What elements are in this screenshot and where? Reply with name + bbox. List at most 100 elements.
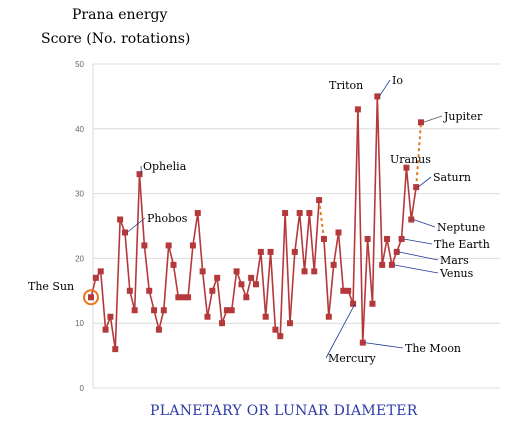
data-point bbox=[306, 210, 313, 217]
series-line-segment bbox=[196, 212, 204, 272]
data-point bbox=[214, 274, 221, 281]
y-tick-label: 40 bbox=[75, 125, 84, 134]
data-point bbox=[301, 268, 308, 275]
series-line-segment bbox=[289, 251, 296, 324]
series-line-segment bbox=[279, 213, 286, 337]
annotation-label: Mars bbox=[440, 254, 469, 267]
series-line-segment bbox=[410, 187, 417, 220]
series-line-segment bbox=[245, 277, 252, 298]
data-point bbox=[102, 326, 109, 333]
series-line-segment bbox=[172, 264, 180, 298]
data-point bbox=[364, 235, 371, 242]
data-point bbox=[311, 268, 318, 275]
data-point bbox=[189, 242, 196, 249]
series-line-segment bbox=[269, 251, 277, 330]
annotation-label: Io bbox=[392, 74, 403, 87]
data-point bbox=[403, 164, 410, 171]
annotation-label: Saturn bbox=[433, 171, 471, 184]
data-point bbox=[238, 281, 245, 288]
series-line-segment bbox=[192, 212, 199, 246]
data-point bbox=[88, 294, 94, 301]
series-line-segment bbox=[400, 167, 408, 240]
x-axis-label: PLANETARY OR LUNAR DIAMETER bbox=[150, 403, 418, 419]
data-point bbox=[170, 261, 177, 268]
series-line-segment bbox=[337, 232, 345, 291]
data-point bbox=[369, 300, 376, 307]
annotation-leader bbox=[398, 251, 439, 261]
chart-title-line-1: Prana energy bbox=[72, 7, 168, 23]
data-point bbox=[92, 274, 99, 281]
series-line-segment bbox=[153, 310, 160, 330]
data-point bbox=[233, 268, 240, 275]
data-point bbox=[204, 313, 211, 320]
data-point bbox=[112, 346, 119, 353]
annotation-leader bbox=[325, 303, 356, 359]
series-line-segment bbox=[133, 174, 141, 311]
data-point bbox=[185, 294, 192, 301]
data-point bbox=[146, 287, 153, 294]
data-point bbox=[136, 171, 143, 178]
data-point bbox=[180, 294, 187, 301]
data-point bbox=[243, 294, 250, 301]
series-line-segment bbox=[114, 219, 121, 350]
data-point bbox=[272, 326, 279, 333]
sun-highlight-ring bbox=[83, 289, 99, 306]
series-line-segment bbox=[318, 199, 325, 240]
annotation-label: The Earth bbox=[434, 238, 490, 251]
data-point bbox=[126, 287, 133, 294]
series-line-segment bbox=[352, 109, 359, 304]
series-line-segment bbox=[90, 277, 97, 298]
data-point bbox=[175, 294, 182, 301]
series-line-segment bbox=[303, 212, 311, 272]
data-point bbox=[379, 261, 386, 268]
annotation-leader bbox=[126, 217, 146, 233]
data-series bbox=[90, 96, 422, 350]
data-point bbox=[384, 235, 391, 242]
data-point bbox=[121, 229, 128, 236]
data-point bbox=[296, 210, 303, 217]
data-point bbox=[393, 248, 400, 255]
annotation-leader bbox=[140, 165, 142, 175]
series-line-segment bbox=[381, 238, 388, 266]
annotations: The Sun Ophelia Phobos Triton Io Jupiter Uranu… bbox=[28, 74, 490, 365]
annotation-label: The Sun bbox=[28, 280, 74, 293]
series-line-segment bbox=[109, 316, 117, 350]
series-line-segment bbox=[327, 264, 335, 317]
data-point bbox=[330, 261, 337, 268]
series-line-segment bbox=[124, 232, 131, 291]
data-point bbox=[97, 268, 104, 275]
annotation-leader bbox=[364, 342, 404, 349]
data-point bbox=[209, 287, 216, 294]
data-point bbox=[408, 216, 415, 223]
data-point bbox=[388, 261, 395, 268]
annotation-label: Venus bbox=[439, 267, 474, 280]
data-point bbox=[262, 313, 269, 320]
annotation-leader bbox=[393, 264, 439, 274]
series-line-segment bbox=[187, 245, 194, 298]
series-line-segment bbox=[313, 200, 320, 272]
series-line-segment bbox=[99, 271, 107, 330]
data-point bbox=[223, 307, 230, 314]
data-point bbox=[141, 242, 148, 249]
series-line-segment bbox=[138, 174, 146, 246]
data-point bbox=[199, 268, 206, 275]
y-tick-label: 10 bbox=[75, 319, 84, 328]
series-line-segment bbox=[361, 238, 369, 343]
series-line-segment bbox=[415, 122, 422, 188]
y-tick-label: 20 bbox=[75, 254, 84, 263]
data-point bbox=[398, 235, 405, 242]
data-point bbox=[374, 93, 381, 100]
annotation-leader bbox=[422, 115, 443, 123]
data-point bbox=[160, 307, 167, 314]
chart-title-line-2: Score (No. rotations) bbox=[41, 31, 190, 47]
data-point bbox=[165, 242, 172, 249]
series-line-segment bbox=[162, 245, 170, 311]
data-point bbox=[320, 235, 327, 242]
series-line-segment bbox=[264, 251, 272, 317]
annotation-label: Jupiter bbox=[443, 110, 483, 123]
data-point bbox=[151, 307, 158, 314]
y-tick-label: 30 bbox=[75, 190, 84, 199]
data-point bbox=[155, 326, 162, 333]
annotation-label: Mercury bbox=[328, 352, 377, 365]
